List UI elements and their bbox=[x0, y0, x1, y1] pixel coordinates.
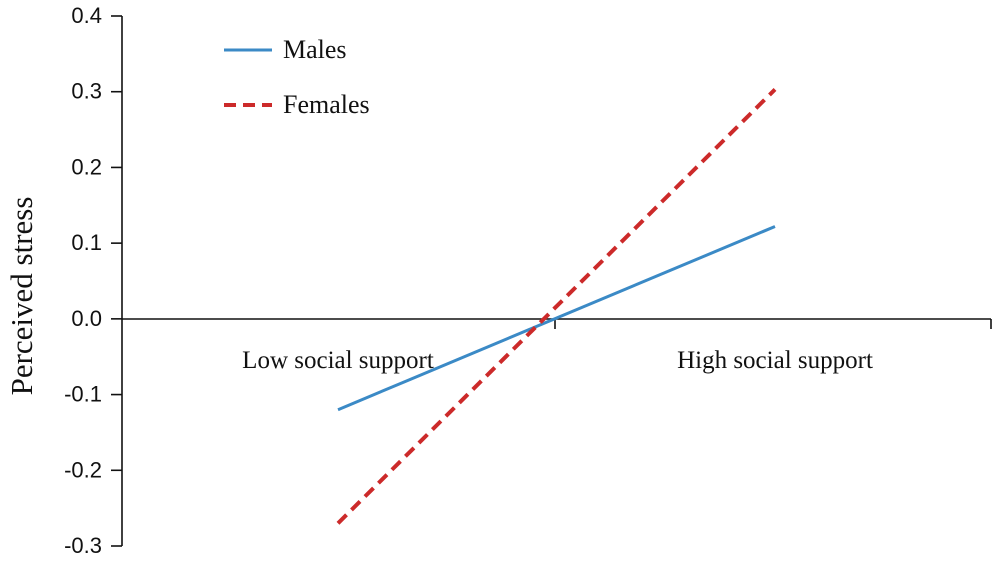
males-series-line bbox=[337, 225, 776, 412]
y-tick-label: -0.1 bbox=[64, 382, 102, 407]
y-tick-label: 0.3 bbox=[71, 79, 102, 104]
females-series-line bbox=[336, 88, 777, 525]
y-tick-label: 0.0 bbox=[71, 306, 102, 331]
y-tick-label: 0.1 bbox=[71, 230, 102, 255]
y-tick-label: -0.3 bbox=[64, 533, 102, 558]
y-tick-label: -0.2 bbox=[64, 457, 102, 482]
y-axis-label: Perceived stress bbox=[4, 197, 39, 396]
category-label-high: High social support bbox=[677, 347, 873, 374]
series-lines bbox=[336, 88, 777, 525]
y-tick-label: 0.4 bbox=[71, 3, 102, 28]
legend-males-label: Males bbox=[283, 35, 347, 64]
category-label-low: Low social support bbox=[242, 347, 434, 374]
category-label-group: Low social support High social support bbox=[242, 347, 873, 374]
y-tick-group: 0.4 0.3 0.2 0.1 0.0 -0.1 -0.2 -0.3 bbox=[64, 3, 122, 558]
y-tick-label: 0.2 bbox=[71, 154, 102, 179]
legend-females-label: Females bbox=[283, 90, 370, 119]
chart-axes bbox=[121, 16, 992, 546]
legend: Males Females bbox=[224, 35, 370, 119]
